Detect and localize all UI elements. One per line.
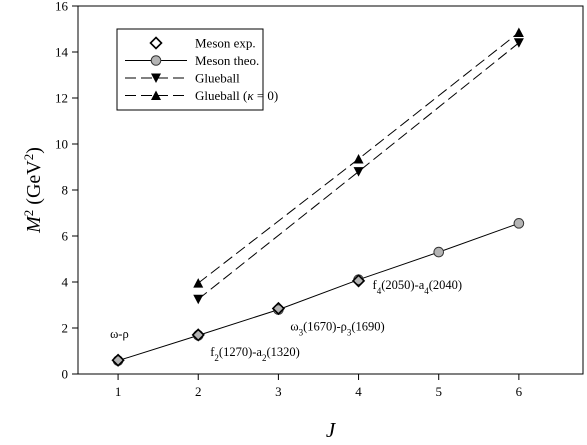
legend-label: Meson exp. — [195, 36, 256, 51]
x-tick-label: 2 — [195, 384, 202, 399]
y-tick-label: 4 — [62, 275, 69, 290]
glueball-point — [193, 294, 204, 305]
point-annotation: ω-ρ — [110, 327, 129, 341]
x-tick-label: 5 — [435, 384, 442, 399]
meson-exp-point — [191, 328, 205, 342]
y-tick-label: 12 — [55, 91, 68, 106]
y-axis-title: M2 (GeV2) — [21, 147, 46, 234]
meson-theo-line — [117, 222, 520, 362]
meson-theo-point — [513, 218, 525, 229]
point-annotation: f2(1270)-a2(1320) — [210, 345, 300, 363]
glueball-k0-point — [513, 27, 524, 37]
glueball-point — [513, 38, 524, 48]
x-tick-label: 6 — [516, 384, 523, 399]
meson-exp-point — [111, 353, 125, 367]
meson-exp-point — [351, 274, 366, 288]
meson-exp-point — [271, 301, 286, 316]
glueball-k0-point — [353, 153, 364, 164]
legend-label: Glueball — [195, 71, 240, 86]
x-tick-label: 3 — [275, 384, 282, 399]
y-tick-label: 6 — [62, 229, 69, 244]
legend-box — [116, 28, 264, 111]
glueball-point — [353, 167, 364, 177]
legend-swatch-marker — [149, 36, 163, 50]
y-tick-label: 8 — [62, 183, 69, 198]
y-tick-label: 10 — [55, 137, 68, 152]
x-tick-label: 4 — [355, 384, 362, 399]
y-tick-label: 2 — [62, 321, 69, 336]
legend-swatch-marker — [151, 73, 161, 83]
glueball-k0-point — [193, 278, 204, 288]
x-tick-label: 1 — [115, 384, 122, 399]
legend-label: Glueball (κ = 0) — [195, 88, 278, 103]
y-tick-label: 0 — [62, 367, 69, 382]
x-axis-title: J — [326, 418, 337, 442]
glueball-line — [197, 42, 520, 300]
y-tick-label: 14 — [55, 45, 69, 60]
meson-theo-point — [433, 246, 445, 258]
point-annotation: ω3(1670)-ρ3(1690) — [290, 319, 384, 337]
y-tick-label: 16 — [55, 0, 69, 14]
legend-swatch-marker — [151, 90, 161, 100]
legend-swatch-marker — [150, 55, 162, 66]
point-annotation: f4(2050)-a4(2040) — [373, 278, 463, 296]
legend-label: Meson theo. — [195, 53, 259, 68]
